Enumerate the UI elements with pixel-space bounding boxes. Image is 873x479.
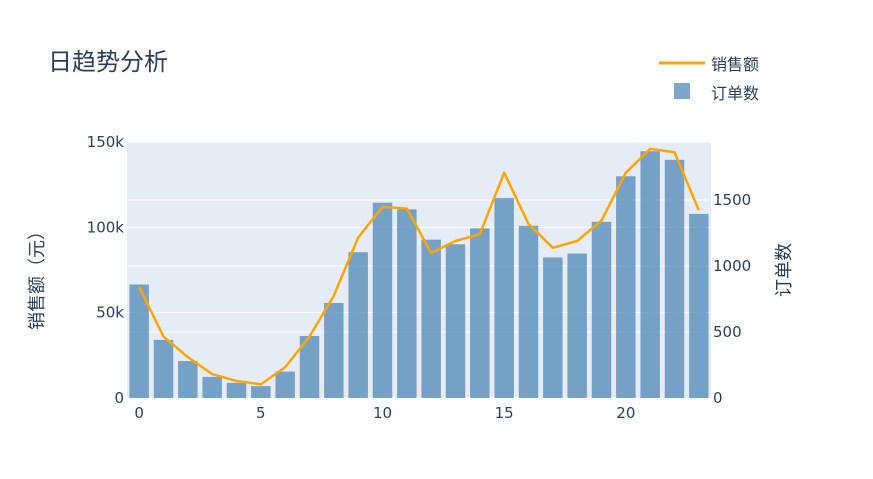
bar-14: [470, 228, 490, 398]
bar-6: [275, 371, 295, 398]
y-right-ticks: 0 500 1000 1500: [713, 191, 751, 407]
bar-17: [543, 257, 563, 398]
bar-22: [664, 159, 685, 398]
y-right-tick-label: 1500: [713, 191, 751, 209]
line-series: [138, 147, 700, 386]
sales-line: [138, 147, 700, 386]
chart-title: 日趋势分析: [48, 48, 168, 76]
y-left-ticks: 0 50k 100k 150k: [87, 133, 125, 407]
bar-23: [689, 213, 709, 398]
legend: 销售额 订单数: [659, 55, 759, 103]
bar-20: [616, 176, 636, 398]
legend-label-line: 销售额: [711, 55, 759, 74]
bar-10: [372, 202, 393, 398]
bar-2: [178, 361, 198, 398]
bar-16: [518, 225, 539, 398]
bar-19: [591, 221, 612, 398]
y-right-tick-label: 1000: [713, 257, 751, 275]
bar-9: [348, 252, 368, 398]
x-tick-label: 20: [616, 404, 635, 422]
plot-background: [127, 142, 711, 398]
x-tick-label: 5: [256, 404, 266, 422]
x-tick-label: 0: [134, 404, 144, 422]
legend-label-bar: 订单数: [711, 84, 759, 103]
y-left-tick-label: 50k: [96, 304, 124, 322]
bar-4: [226, 382, 247, 398]
legend-bar-swatch: [674, 83, 690, 99]
y-right-tick-label: 0: [713, 389, 723, 407]
bar-7: [299, 335, 320, 398]
bar-15: [494, 198, 514, 398]
bar-series: [129, 151, 709, 398]
y-right-axis-title: 订单数: [774, 243, 795, 297]
y-left-tick-label: 100k: [87, 218, 125, 236]
grid-lines: [127, 141, 711, 399]
bar-11: [397, 209, 417, 398]
x-ticks: 0 5 10 15 20: [134, 404, 635, 422]
y-left-tick-label: 150k: [87, 133, 125, 151]
bar-8: [324, 302, 344, 398]
bar-18: [567, 253, 587, 398]
bar-0: [129, 284, 149, 398]
y-right-tick-label: 500: [713, 323, 742, 341]
y-left-tick-label: 0: [114, 389, 124, 407]
x-tick-label: 15: [495, 404, 514, 422]
bar-3: [202, 376, 222, 398]
bar-13: [445, 244, 466, 398]
bar-1: [153, 339, 174, 398]
bar-21: [640, 151, 660, 398]
bar-12: [421, 239, 441, 398]
y-left-axis-title: 销售额（元）: [27, 222, 48, 330]
bar-5: [251, 386, 271, 398]
x-tick-label: 10: [373, 404, 392, 422]
